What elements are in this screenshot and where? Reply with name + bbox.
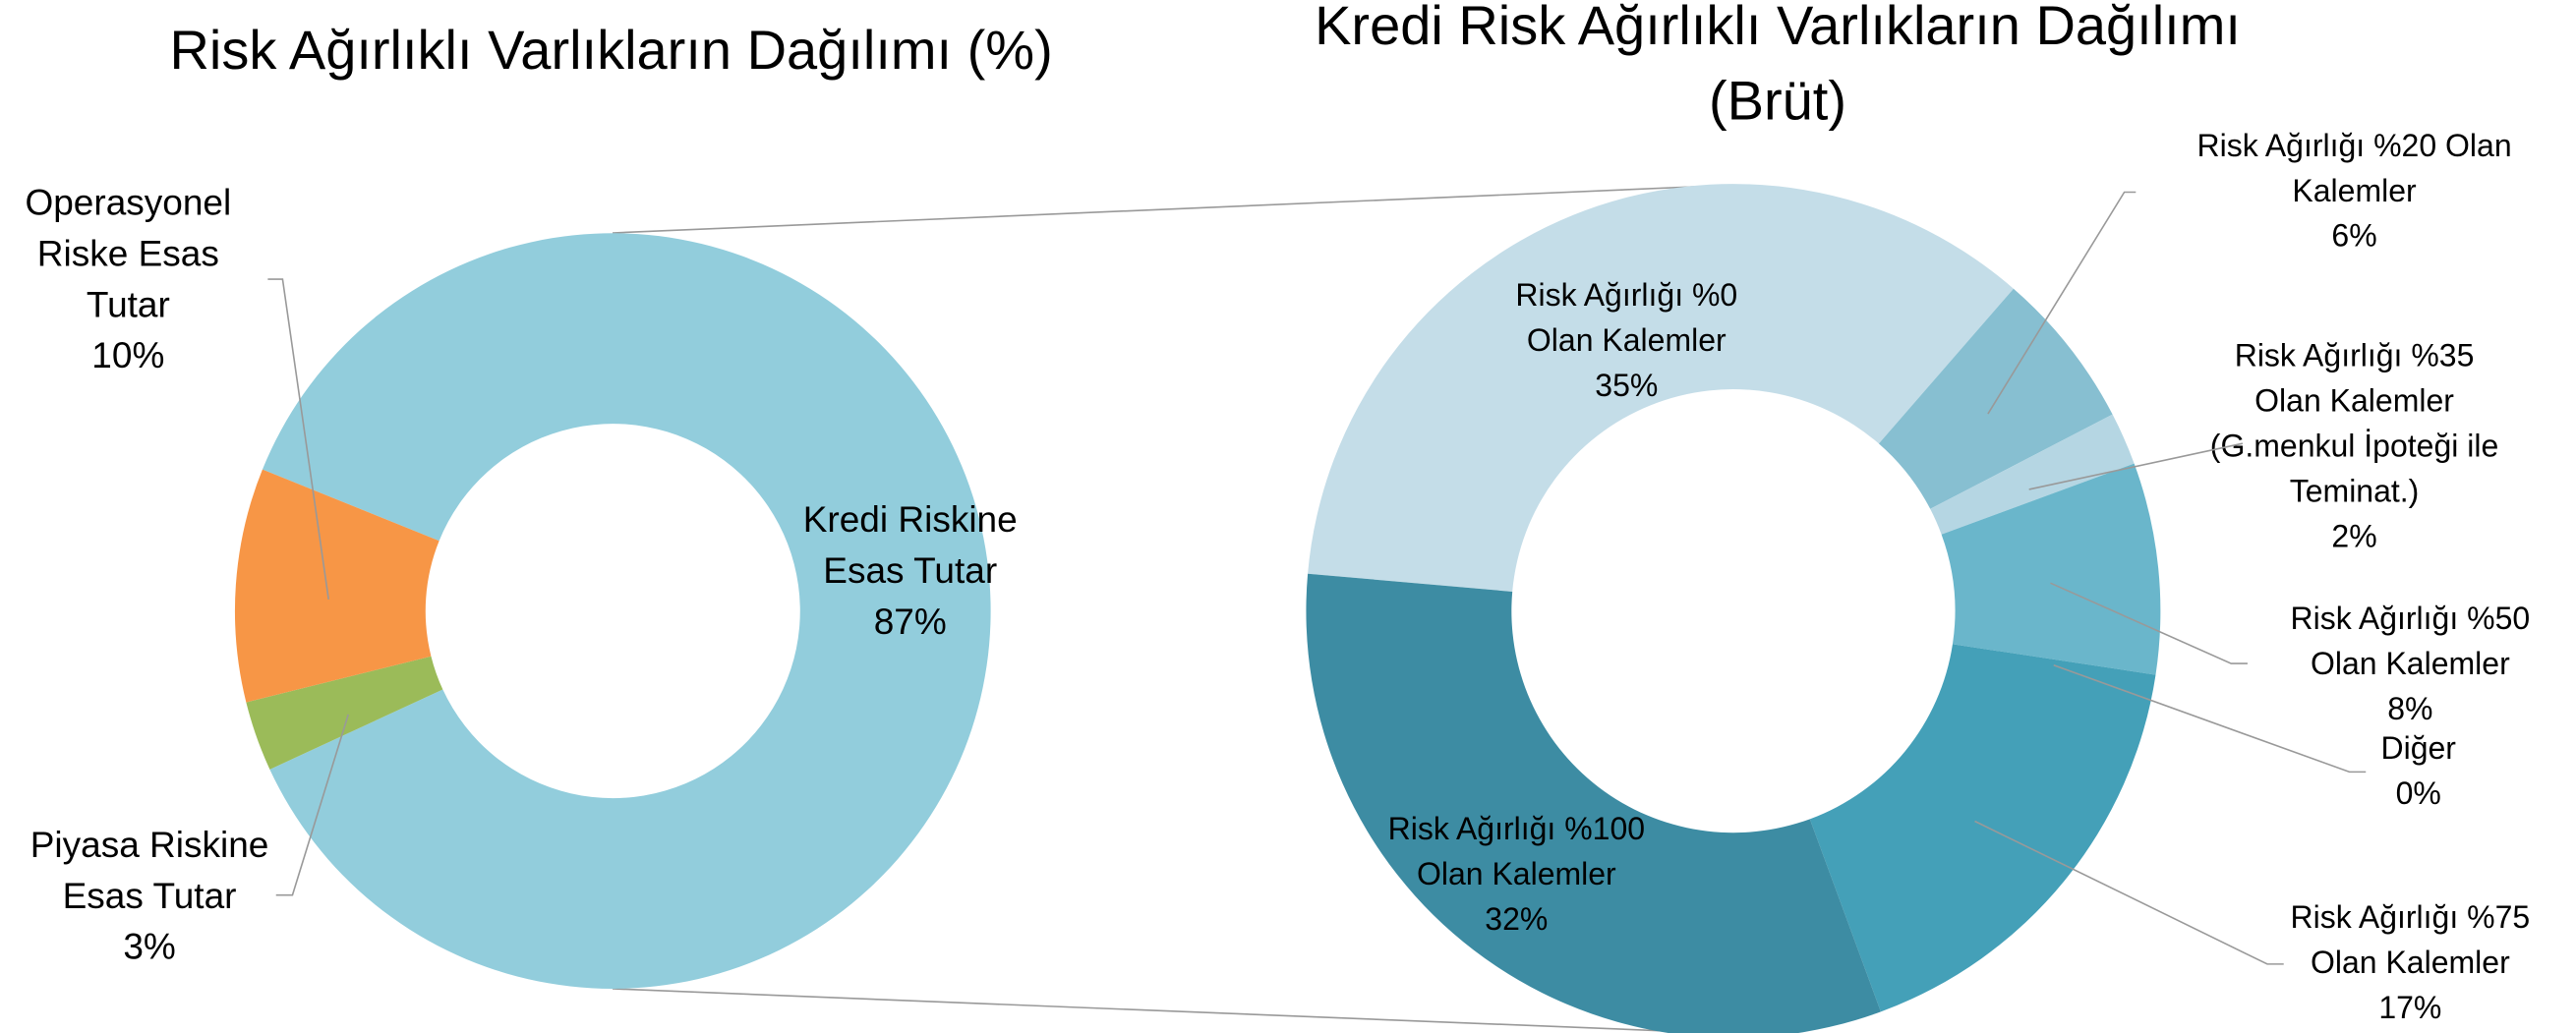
- donut-segment: [234, 469, 439, 703]
- value-label: 2%: [2331, 519, 2376, 554]
- donut-segment: [246, 656, 443, 770]
- connector-line: [612, 988, 1718, 1033]
- segment-label: Riske Esas: [37, 233, 219, 273]
- segment-label: Piyasa Riskine: [30, 825, 269, 865]
- donut-segment: [1878, 288, 2113, 509]
- segment-label: Operasyonel: [25, 183, 231, 223]
- value-label: 6%: [2331, 218, 2376, 254]
- chart-title: Risk Ağırlıklı Varlıkların Dağılımı (%): [169, 19, 1052, 81]
- value-label: 87%: [874, 602, 947, 642]
- segment-label: Teminat.): [2290, 474, 2420, 509]
- segment-label: Esas Tutar: [823, 550, 997, 591]
- leader-line: [2028, 442, 2244, 490]
- segment-label: Kredi Riskine: [803, 499, 1018, 540]
- segment-label: Kalemler: [2292, 173, 2417, 208]
- donut-segment: [1306, 573, 1881, 1033]
- leader-line: [275, 714, 350, 896]
- segment-label: (G.menkul İpoteği ile: [2210, 429, 2498, 464]
- value-label: 0%: [2396, 775, 2441, 811]
- segment-label: Olan Kalemler: [1417, 856, 1616, 891]
- donut-segment: [1809, 644, 2156, 1012]
- segment-label: Tutar: [87, 284, 170, 324]
- segment-label: Olan Kalemler: [1527, 322, 1727, 358]
- value-label: 35%: [1595, 368, 1658, 403]
- leader-line: [1974, 820, 2284, 965]
- donut-segment: [1308, 184, 2014, 592]
- value-label: 32%: [1485, 901, 1548, 937]
- segment-label: Esas Tutar: [63, 876, 237, 916]
- segment-label: Diğer: [2380, 730, 2456, 766]
- segment-label: Risk Ağırlığı %50: [2291, 601, 2531, 636]
- leader-line: [2053, 664, 2367, 774]
- segment-label: Risk Ağırlığı %35: [2235, 338, 2475, 373]
- connector-line: [612, 185, 1718, 234]
- segment-label: Olan Kalemler: [2254, 383, 2454, 419]
- donut-segment: [1930, 414, 2135, 535]
- value-label: 8%: [2387, 691, 2432, 726]
- leader-line: [2050, 582, 2248, 664]
- donut-segment: [1941, 463, 2161, 675]
- chart-title: Kredi Risk Ağırlıklı Varlıkların Dağılım…: [1315, 0, 2241, 56]
- value-label: 10%: [91, 335, 164, 375]
- segment-label: Olan Kalemler: [2311, 646, 2510, 681]
- value-label: 3%: [123, 927, 175, 967]
- segment-label: Olan Kalemler: [2311, 945, 2510, 980]
- segment-label: Risk Ağırlığı %100: [1388, 811, 1645, 846]
- segment-label: Risk Ağırlığı %0: [1515, 277, 1737, 313]
- leader-line: [267, 278, 329, 601]
- chart-title: (Brüt): [1709, 70, 1846, 132]
- donut-segment: [262, 233, 991, 989]
- value-label: 17%: [2378, 990, 2441, 1025]
- leader-line: [1987, 191, 2137, 415]
- segment-label: Risk Ağırlığı %20 Olan: [2196, 128, 2511, 163]
- segment-label: Risk Ağırlığı %75: [2291, 899, 2531, 935]
